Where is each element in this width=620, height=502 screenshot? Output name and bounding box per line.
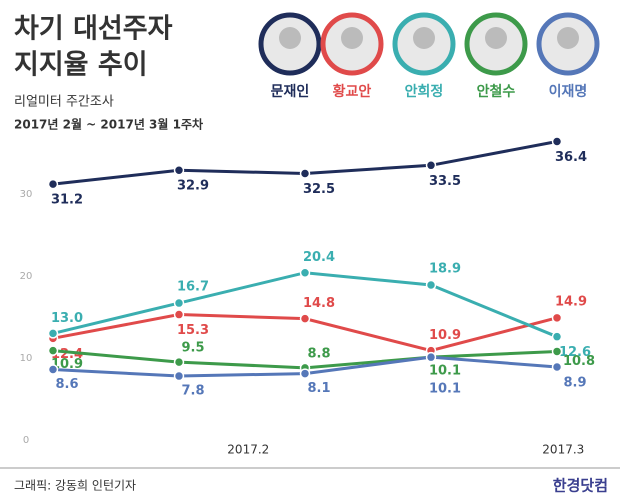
- brand: 한경닷컴: [553, 477, 608, 495]
- data-label: 10.9: [429, 328, 461, 343]
- legend-label: 황교안: [333, 83, 372, 100]
- point: [299, 313, 311, 324]
- data-label: 33.5: [429, 174, 461, 189]
- legend-label: 이재명: [549, 83, 588, 100]
- data-label: 8.1: [307, 381, 330, 396]
- chart-title: 차기 대선주자: [14, 14, 173, 45]
- data-label: 9.5: [181, 341, 204, 356]
- point: [551, 312, 563, 324]
- point: [299, 168, 311, 179]
- data-label: 8.8: [307, 346, 330, 361]
- point: [173, 370, 185, 382]
- legend-label: 문재인: [271, 83, 310, 100]
- data-label: 32.5: [303, 182, 335, 197]
- data-label: 13.0: [51, 311, 83, 326]
- portrait-head: [557, 27, 579, 49]
- data-label: 10.8: [563, 354, 595, 369]
- data-label: 20.4: [303, 250, 335, 265]
- credit: 그래픽: 강동희 인턴기자: [14, 479, 136, 493]
- legend-label: 안철수: [477, 83, 516, 100]
- data-label: 15.3: [177, 323, 209, 338]
- portrait-head: [485, 27, 507, 49]
- chart-title: 지지율 추이: [14, 50, 148, 81]
- data-label: 14.9: [555, 294, 587, 309]
- point: [47, 178, 59, 190]
- data-label: 14.8: [303, 296, 335, 311]
- point: [551, 361, 563, 373]
- point: [299, 267, 311, 278]
- data-label: 12.6: [559, 345, 591, 360]
- data-label: 7.8: [181, 384, 204, 399]
- point: [425, 160, 437, 171]
- point: [47, 345, 59, 356]
- data-label: 32.9: [177, 179, 209, 194]
- point: [551, 331, 563, 342]
- x-tick-label: 2017.3: [542, 443, 584, 457]
- y-tick-label: 10: [20, 353, 33, 364]
- point: [173, 297, 185, 309]
- data-label: 8.6: [55, 377, 78, 392]
- point: [47, 364, 59, 375]
- point: [173, 309, 185, 320]
- legend-label: 안희정: [405, 83, 444, 100]
- point: [173, 356, 185, 368]
- data-label: 36.4: [555, 150, 587, 165]
- point: [47, 328, 59, 339]
- y-tick-label: 20: [20, 271, 33, 282]
- data-label: 31.2: [51, 193, 83, 208]
- data-label: 10.1: [429, 382, 461, 397]
- data-label: 8.9: [563, 376, 586, 391]
- y-tick-label: 30: [20, 189, 33, 200]
- point: [299, 368, 311, 379]
- point: [425, 351, 437, 363]
- point: [551, 136, 563, 147]
- data-label: 18.9: [429, 262, 461, 277]
- y-tick-label: 0: [23, 435, 29, 446]
- portrait-head: [279, 27, 301, 49]
- data-label: 16.7: [177, 280, 209, 295]
- point: [551, 346, 563, 357]
- subtitle: 2017년 2월 ~ 2017년 3월 1주차: [14, 117, 203, 132]
- portrait-head: [341, 27, 363, 49]
- data-label: 10.1: [429, 364, 461, 379]
- x-tick-label: 2017.2: [227, 443, 269, 457]
- point: [425, 279, 437, 291]
- subtitle: 리얼미터 주간조사: [14, 95, 114, 110]
- point: [173, 164, 185, 176]
- portrait-head: [413, 27, 435, 49]
